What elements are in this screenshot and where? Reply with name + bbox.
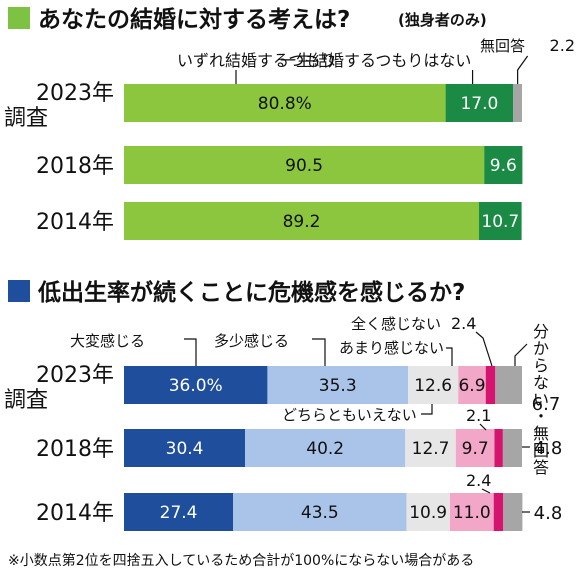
marriage-bar-segment [124,84,446,122]
birthrate-bar-segment [233,493,407,531]
birthrate-legend-label: ・ [533,407,549,426]
birthrate-legend-label: どちらともいえない [282,406,417,424]
marriage-bar-segment [124,146,485,184]
birthrate-data-label: 27.4 [160,503,198,523]
marriage-category-label: 2014年 [36,210,114,235]
birthrate-bar-segment [493,493,504,531]
birthrate-category-label: 2018年 [36,437,114,462]
birthrate-leader-line [421,404,433,415]
marriage-legend-label: 無回答 [480,37,525,55]
birthrate-data-label: 4.8 [534,503,563,524]
birthrate-legend-label: 全く感じない [351,315,441,333]
birthrate-chart-title-marker [8,280,30,302]
marriage-data-label: 17.0 [460,94,498,114]
marriage-chart-subtitle: (独身者のみ) [398,11,487,29]
birthrate-category-sublabel: 調査 [4,388,48,413]
birthrate-leader-line [446,347,453,366]
birthrate-bar-segment [458,366,486,404]
birthrate-legend-label: な [533,373,549,392]
marriage-category-label: 2018年 [36,154,114,179]
marriage-data-label: 9.6 [490,156,517,176]
birthrate-category-label: 2014年 [36,501,114,526]
birthrate-data-label: 11.0 [453,503,491,523]
birthrate-legend-label: 回 [533,441,549,460]
marriage-category-label: 2023年 [36,81,114,106]
marriage-bar-segment [484,146,523,184]
birthrate-data-label: 35.3 [319,376,357,396]
birthrate-data-label: 36.0% [169,376,223,396]
birthrate-bar-segment [485,366,496,404]
marriage-legend-label: 一生結婚するつもりはない [280,51,471,70]
birthrate-data-label: 30.4 [166,439,204,459]
marriage-bar-segment [445,84,514,122]
birthrate-leader-line [475,331,493,367]
birthrate-category-label: 2023年 [36,363,114,388]
birthrate-bar-segment [408,366,459,404]
birthrate-bar-segment [405,429,456,467]
marriage-chart-title: あなたの結婚に対する考えは? [38,6,350,33]
marriage-bar-segment [124,202,480,240]
marriage-data-label: 10.7 [481,212,519,232]
birthrate-bar-segment [267,366,409,404]
birthrate-data-label: 10.9 [409,503,447,523]
birthrate-leader-line [514,343,528,366]
birthrate-legend-label: 大変感じる [70,332,145,350]
birthrate-data-label: 6.9 [458,376,485,396]
birthrate-data-label: 2.4 [466,471,491,490]
birthrate-bar-segment [495,366,522,404]
birthrate-bar-segment [406,493,450,531]
birthrate-data-label: 12.7 [412,439,450,459]
birthrate-chart-title: 低出生率が続くことに危機感を感じるか? [37,279,465,306]
birthrate-legend-label: か [533,339,549,358]
marriage-category-sublabel: 調査 [4,106,48,131]
marriage-chart-title-marker [8,7,30,29]
birthrate-data-label: 6.7 [532,394,561,415]
marriage-data-label: 90.5 [285,156,323,176]
birthrate-leader-line [479,423,487,431]
birthrate-data-label: 40.2 [306,439,344,459]
birthrate-legend-label: い [533,390,549,409]
birthrate-bar-segment [503,493,523,531]
marriage-data-label: 80.8% [258,94,312,114]
birthrate-leader-line [481,488,491,494]
birthrate-leader-line [184,338,197,366]
marriage-data-label: 89.2 [283,212,321,232]
birthrate-legend-label: 答 [533,458,549,477]
birthrate-bar-segment [124,429,246,467]
birthrate-legend-label: ら [533,356,549,375]
birthrate-data-label: 9.7 [462,439,489,459]
birthrate-leader-line [312,338,326,366]
birthrate-bar-segment [455,429,495,467]
birthrate-bar-segment [245,429,406,467]
marriage-bar-segment [479,202,522,240]
marriage-legend-label: いずれ結婚するつもり [177,51,336,70]
birthrate-bar-segment [124,493,234,531]
footnote: ※小数点第2位を四捨五入しているため合計が100%にならない場合がある [8,552,474,569]
birthrate-data-label: 43.5 [301,503,339,523]
birthrate-bar-segment [124,366,268,404]
marriage-leader-line [517,55,529,84]
birthrate-bar-segment [449,493,494,531]
birthrate-legend-label: 分 [533,322,549,341]
birthrate-data-label: 2.1 [466,406,491,425]
birthrate-legend-label: 多少感じる [214,332,289,350]
birthrate-legend-label: 無 [533,424,549,443]
birthrate-data-label: 2.4 [451,314,476,333]
birthrate-data-label: 12.6 [414,376,452,396]
marriage-data-label: 2.2 [550,36,575,55]
birthrate-legend-label: あまり感じない [339,339,444,357]
birthrate-bar-segment [494,429,503,467]
birthrate-bar-segment [502,429,522,467]
marriage-bar-segment [513,84,522,122]
birthrate-data-label: 4.8 [534,438,563,459]
